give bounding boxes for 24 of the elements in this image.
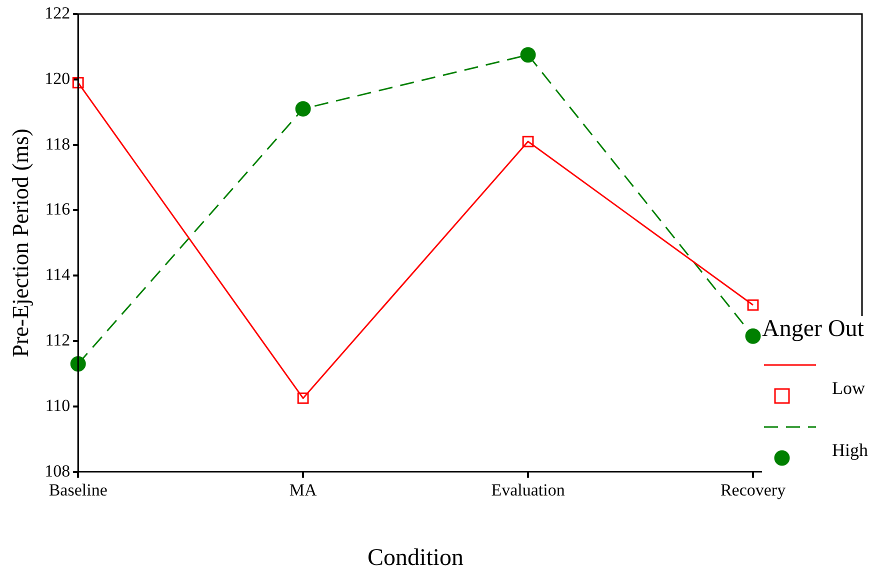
legend-label: Low [832,378,865,398]
point [520,47,536,63]
y-tick-label: 116 [45,200,70,219]
y-tick-label: 122 [44,3,70,22]
x-axis-title: Condition [368,544,464,571]
point [297,392,309,404]
point [72,76,84,88]
y-tick-label: 114 [45,265,71,284]
y-tick-label: 108 [44,461,70,480]
point [747,299,759,311]
x-tick-label: Recovery [720,480,786,500]
x-tick-label: Baseline [48,480,108,500]
y-tick-label: 120 [44,68,70,88]
legend-label: High [832,440,868,460]
point [295,101,311,117]
x-tick-label: MA [289,480,318,500]
x-tick-label: Evaluation [491,480,566,500]
y-tick-label: 112 [45,330,70,350]
point [745,328,761,344]
y-axis-title: Pre-Ejection Period (ms) [8,128,33,358]
y-tick-label: 110 [45,396,70,415]
y-tick-label: 118 [45,134,70,154]
legend-title: Anger Out [762,316,865,343]
point [522,136,534,148]
